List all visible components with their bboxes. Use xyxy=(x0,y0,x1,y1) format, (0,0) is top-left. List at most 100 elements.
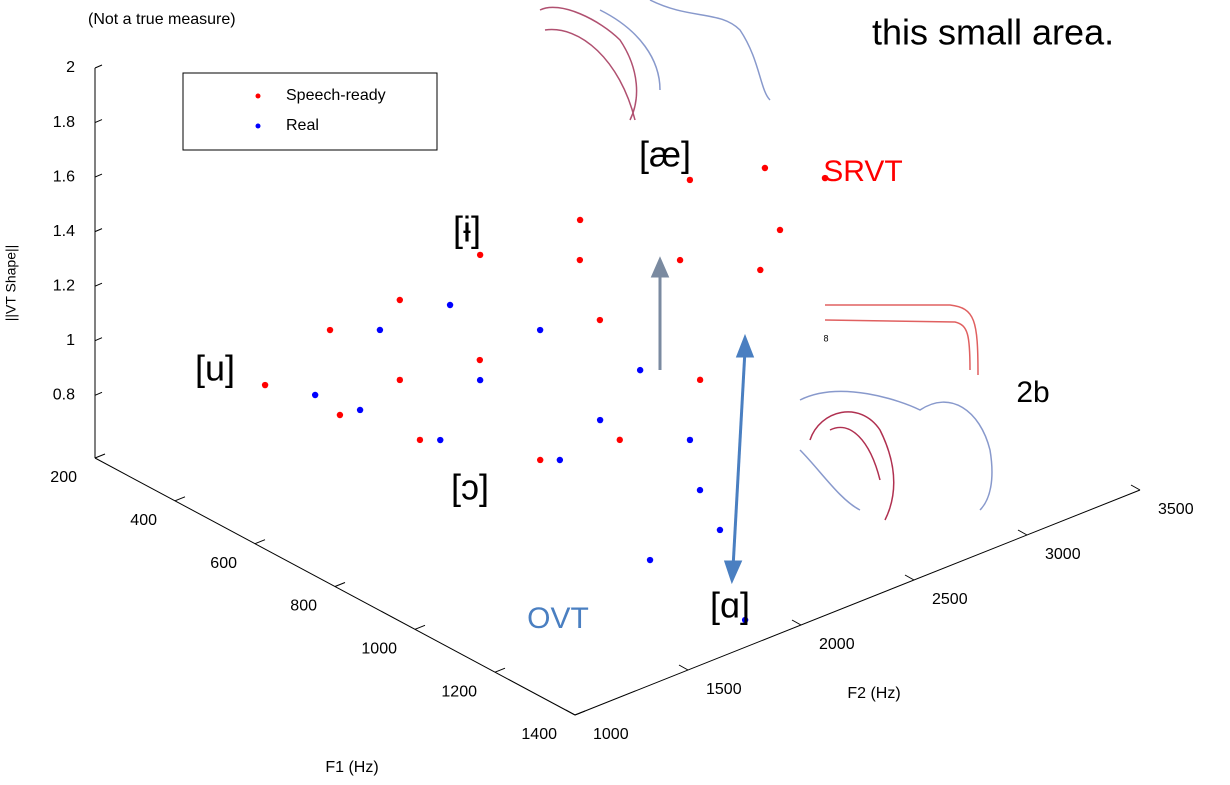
point xyxy=(576,216,584,224)
y-tick-label: 1000 xyxy=(593,726,629,743)
z-tick xyxy=(94,119,103,124)
labels: Speech-ready Real [æ] [ɨ] [u] [ɔ] [ɑ] SRVT OVT 2b… xyxy=(182,72,1050,635)
point xyxy=(696,376,704,384)
legend-label: Real xyxy=(286,117,319,134)
point xyxy=(596,416,604,424)
x-tick xyxy=(174,496,186,502)
x-tick xyxy=(254,539,266,545)
annotation: [ɔ] xyxy=(451,467,489,508)
x-tick-label: 200 xyxy=(50,469,77,486)
point xyxy=(821,174,829,182)
legend-marker xyxy=(255,93,261,99)
sketch-mid xyxy=(824,304,979,376)
legend-marker xyxy=(255,123,261,129)
z-tick-label: 2 xyxy=(66,59,75,76)
point xyxy=(636,366,644,374)
x-tick-label: 800 xyxy=(290,598,317,615)
point xyxy=(686,176,694,184)
point xyxy=(761,164,769,172)
point xyxy=(336,411,344,419)
x-tick xyxy=(334,582,346,587)
x-tick-label: 600 xyxy=(210,555,237,572)
axes: 0.8 1 1.2 1.4 1.6 1.8 2 200 400 600 800 1000 1200 140… xyxy=(3,11,1194,776)
y-tick xyxy=(565,709,576,716)
point xyxy=(676,256,684,264)
point xyxy=(437,436,444,444)
y-tick-label: 3500 xyxy=(1158,501,1194,518)
annotation: [u] xyxy=(195,348,235,389)
z-axis-label: ||VT Shape|| xyxy=(3,245,19,322)
y-tick xyxy=(791,619,802,626)
x-tick-label: 400 xyxy=(130,512,157,529)
point xyxy=(536,326,544,334)
x-tick-label: 1200 xyxy=(441,683,477,700)
point xyxy=(396,296,404,304)
point xyxy=(416,436,424,444)
x-tick xyxy=(574,710,586,716)
z-tick xyxy=(94,228,103,233)
point xyxy=(686,436,694,444)
annotation: 8 xyxy=(823,333,828,343)
y-tick xyxy=(904,574,915,581)
z-tick xyxy=(94,64,103,69)
x-tick-label: 1000 xyxy=(361,641,397,658)
x-tick xyxy=(494,667,506,673)
point xyxy=(741,616,749,624)
point xyxy=(716,526,724,534)
annotation: [ɑ] xyxy=(710,585,750,626)
y-tick-label: 3000 xyxy=(1045,546,1081,563)
point xyxy=(556,456,564,464)
caption: this small area. xyxy=(872,12,1114,53)
y-tick xyxy=(1130,484,1141,491)
sketch-bottom xyxy=(799,390,993,521)
z-tick-label: 1.4 xyxy=(53,223,75,240)
annotation: [ɨ] xyxy=(453,209,481,250)
x-axis-label: F1 (Hz) xyxy=(325,759,378,776)
point xyxy=(476,251,484,259)
z-tick-label: 0.8 xyxy=(53,386,75,403)
annotation: [æ] xyxy=(639,134,691,175)
note: (Not a true measure) xyxy=(88,11,236,28)
x-tick xyxy=(94,453,106,459)
z-tick-label: 1.8 xyxy=(53,114,75,131)
z-tick xyxy=(94,337,103,342)
y-tick xyxy=(1017,529,1028,536)
y-tick-label: 1500 xyxy=(706,681,742,698)
point xyxy=(536,456,544,464)
point xyxy=(476,376,484,384)
z-tick-label: 1.6 xyxy=(53,168,75,185)
point xyxy=(646,556,654,564)
legend-box xyxy=(182,72,438,151)
point xyxy=(446,301,454,309)
point xyxy=(376,326,384,334)
y-axis-label: F2 (Hz) xyxy=(847,685,900,702)
point xyxy=(616,436,623,444)
y-axis xyxy=(574,489,1141,716)
point xyxy=(596,316,604,324)
legend: Speech-ready Real xyxy=(182,72,438,151)
y-tick-label: 2000 xyxy=(819,636,855,653)
sketch-top xyxy=(539,0,771,121)
z-tick xyxy=(94,391,103,396)
point xyxy=(261,381,269,389)
point xyxy=(311,391,319,399)
point xyxy=(696,486,704,494)
point xyxy=(356,406,364,414)
z-tick xyxy=(94,282,103,287)
legend-label: Speech-ready xyxy=(286,87,386,104)
point xyxy=(776,226,784,234)
points xyxy=(261,164,829,624)
annotation: OVT xyxy=(527,602,589,635)
z-tick xyxy=(94,173,103,178)
z-tick-label: 1.2 xyxy=(53,277,75,294)
annotation: 2b xyxy=(1016,376,1049,409)
point xyxy=(326,326,334,334)
point xyxy=(576,256,584,264)
x-tick-label: 1400 xyxy=(521,726,557,743)
point xyxy=(396,376,404,384)
annotation: SRVT xyxy=(823,155,902,188)
point xyxy=(757,266,764,274)
point xyxy=(476,356,484,364)
y-tick-label: 2500 xyxy=(932,591,968,608)
y-tick xyxy=(678,664,689,671)
